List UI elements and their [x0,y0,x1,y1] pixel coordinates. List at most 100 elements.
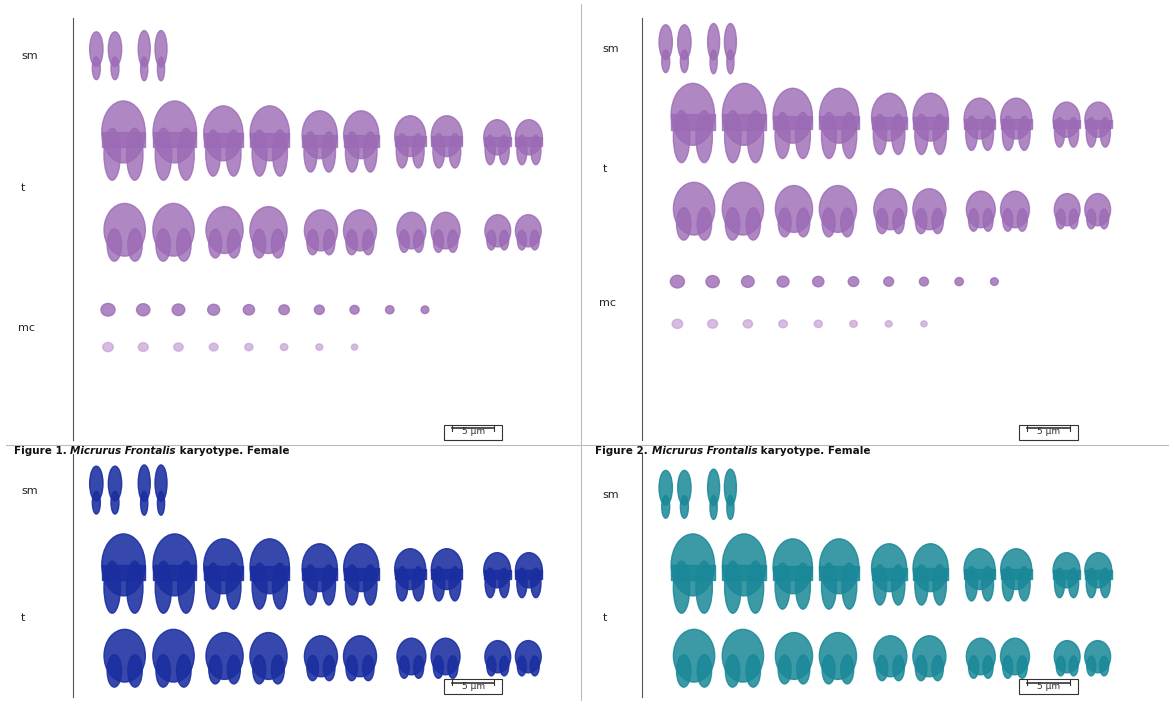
Ellipse shape [104,203,146,256]
Ellipse shape [447,656,458,679]
Text: t: t [602,164,607,174]
Ellipse shape [448,567,460,601]
Ellipse shape [920,321,927,327]
Ellipse shape [127,128,143,180]
Ellipse shape [743,320,753,328]
Ellipse shape [1054,118,1065,147]
Ellipse shape [304,565,317,605]
Ellipse shape [745,655,761,687]
Ellipse shape [515,215,541,247]
Ellipse shape [677,470,691,505]
Ellipse shape [209,343,218,351]
Ellipse shape [155,30,167,67]
Ellipse shape [209,230,222,258]
Ellipse shape [101,303,115,316]
Ellipse shape [157,491,164,515]
Ellipse shape [108,466,122,501]
Ellipse shape [227,130,241,176]
Ellipse shape [252,563,266,609]
Ellipse shape [796,563,810,609]
Ellipse shape [315,305,324,315]
Ellipse shape [672,83,715,145]
Ellipse shape [107,229,122,261]
Ellipse shape [981,567,993,601]
Ellipse shape [156,229,170,261]
Ellipse shape [176,229,191,261]
Ellipse shape [913,93,949,141]
Ellipse shape [397,638,426,674]
Ellipse shape [322,132,336,172]
Ellipse shape [515,120,542,155]
Ellipse shape [271,655,284,684]
Ellipse shape [724,23,736,60]
Ellipse shape [433,134,445,168]
Ellipse shape [89,32,103,66]
Ellipse shape [1068,118,1079,147]
Ellipse shape [518,230,526,250]
Ellipse shape [93,491,100,514]
Ellipse shape [981,116,993,151]
Ellipse shape [873,189,906,230]
Ellipse shape [153,629,194,682]
Ellipse shape [850,320,857,327]
Polygon shape [102,565,146,580]
Polygon shape [250,133,289,147]
Polygon shape [431,569,463,579]
Ellipse shape [915,565,929,605]
Ellipse shape [364,565,377,605]
Ellipse shape [89,466,103,501]
Ellipse shape [933,114,946,154]
Ellipse shape [1018,116,1030,151]
Ellipse shape [279,305,290,315]
Polygon shape [1000,569,1032,579]
Ellipse shape [966,191,996,228]
Ellipse shape [394,115,426,156]
Ellipse shape [932,208,944,234]
Ellipse shape [1085,194,1111,226]
Ellipse shape [176,655,191,687]
Ellipse shape [708,23,720,60]
Ellipse shape [316,344,323,351]
Ellipse shape [724,111,741,163]
Ellipse shape [954,277,964,286]
Ellipse shape [344,543,379,591]
Ellipse shape [204,539,243,593]
Ellipse shape [227,563,241,609]
Ellipse shape [346,230,358,255]
Ellipse shape [344,111,379,158]
Ellipse shape [531,230,539,250]
Ellipse shape [102,101,146,163]
Polygon shape [819,566,858,580]
Polygon shape [394,569,426,579]
Ellipse shape [397,567,409,601]
Ellipse shape [112,57,119,80]
Ellipse shape [252,130,266,176]
Ellipse shape [157,57,164,81]
Polygon shape [204,133,243,147]
Ellipse shape [676,655,691,687]
Text: Figure 1.: Figure 1. [14,446,70,456]
Ellipse shape [726,208,740,240]
Ellipse shape [128,229,142,261]
Ellipse shape [153,203,194,256]
Ellipse shape [891,565,905,605]
Ellipse shape [272,563,288,609]
Ellipse shape [681,50,688,73]
Ellipse shape [141,57,148,81]
Ellipse shape [966,567,978,601]
Ellipse shape [1068,568,1079,598]
Polygon shape [431,136,463,146]
Text: t: t [602,612,607,623]
Text: Micrurus Frontalis: Micrurus Frontalis [652,446,757,456]
Ellipse shape [127,561,143,613]
Ellipse shape [742,276,754,287]
Ellipse shape [431,115,463,156]
Ellipse shape [727,50,734,74]
Ellipse shape [873,565,886,605]
Text: 5 μm: 5 μm [1037,681,1060,691]
Ellipse shape [306,230,318,255]
Ellipse shape [778,208,791,237]
Ellipse shape [747,561,763,613]
Ellipse shape [345,565,359,605]
Ellipse shape [1053,102,1080,137]
